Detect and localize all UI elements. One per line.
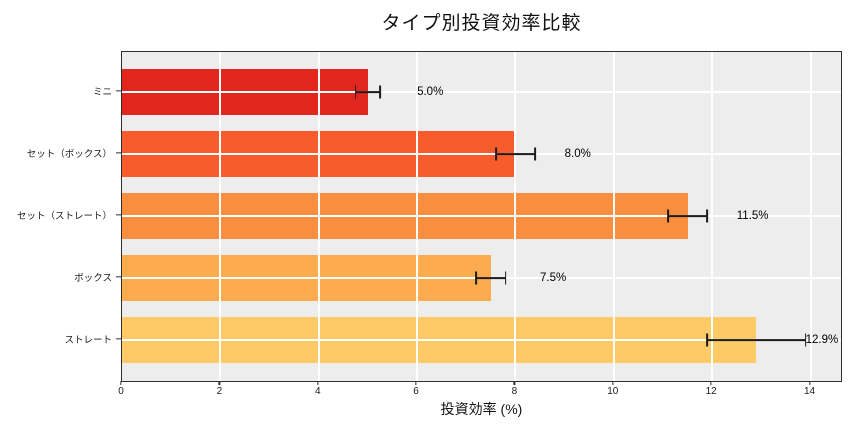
bar-row: 5.0% <box>122 69 841 115</box>
x-tick-mark <box>415 381 417 385</box>
x-tick-label: 12 <box>705 386 717 397</box>
y-axis-label: ミニ <box>92 87 112 98</box>
bar <box>122 317 757 363</box>
error-cap-left <box>667 209 669 223</box>
y-axis-label: ボックス <box>74 273 112 284</box>
bar <box>122 69 368 115</box>
bar-row: 8.0% <box>122 131 841 177</box>
y-tick-mark <box>116 338 121 340</box>
y-tick-mark <box>116 214 121 216</box>
x-tick-label: 10 <box>607 386 619 397</box>
error-bar <box>355 91 381 93</box>
x-tick-mark <box>317 381 319 385</box>
error-cap-left <box>706 333 709 347</box>
plot-area: 5.0% 8.0% 11.5% 7.5% 12. <box>121 51 842 382</box>
bar <box>122 255 491 301</box>
x-tick-mark <box>612 381 614 385</box>
value-label: 11.5% <box>736 210 769 222</box>
y-tick-mark <box>116 276 121 278</box>
x-tick-mark <box>120 381 122 385</box>
error-cap-left <box>475 271 477 285</box>
bar-row: 11.5% <box>122 193 841 239</box>
x-tick-mark <box>218 381 221 385</box>
x-tick-label: 4 <box>314 386 321 397</box>
value-label: 8.0% <box>564 148 591 160</box>
error-bar <box>476 277 506 279</box>
error-cap-right <box>504 271 507 285</box>
error-bar <box>495 153 536 155</box>
error-cap-right <box>534 147 537 161</box>
value-label: 5.0% <box>417 86 444 98</box>
value-label: 12.9% <box>805 334 839 346</box>
y-tick-mark <box>116 152 121 154</box>
x-tick-label: 2 <box>216 386 223 397</box>
x-tick-label: 0 <box>118 386 124 397</box>
y-axis-label: ストレート <box>64 335 112 346</box>
error-bar <box>667 215 708 217</box>
error-cap-right <box>706 209 709 223</box>
y-axis-label: セット（ボックス） <box>26 149 112 160</box>
x-tick-mark <box>710 381 712 385</box>
y-axis-label: セット（ストレート） <box>16 211 112 222</box>
error-cap-left <box>494 147 497 161</box>
bar <box>122 193 688 239</box>
chart-title: タイプ別投資効率比較 <box>381 13 582 34</box>
bar-row: 12.9% <box>122 317 841 363</box>
error-bar <box>707 339 806 341</box>
x-tick-label: 8 <box>511 386 518 397</box>
y-tick-mark <box>116 90 121 92</box>
value-label: 7.5% <box>540 272 567 284</box>
error-cap-right <box>379 85 382 99</box>
bar-row: 7.5% <box>122 255 841 301</box>
bar <box>122 131 516 177</box>
x-tick-label: 14 <box>803 386 816 397</box>
error-cap-left <box>354 85 357 99</box>
x-axis-title: 投資効率 (%) <box>440 401 523 417</box>
x-tick-mark <box>808 381 811 385</box>
x-tick-label: 6 <box>413 386 419 397</box>
x-tick-mark <box>513 381 516 385</box>
